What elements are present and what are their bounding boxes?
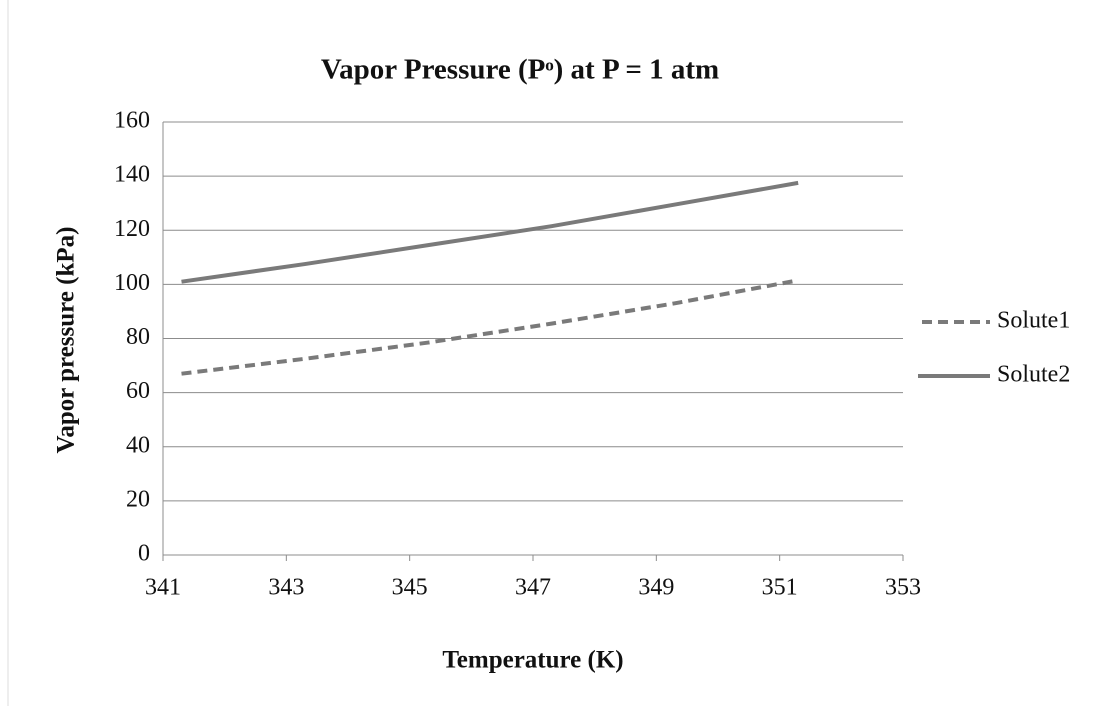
- x-tick-label: 343: [268, 575, 304, 601]
- chart-title: Vapor Pressure (Pᵒ) at P = 1 atm: [321, 54, 719, 86]
- y-tick-label: 140: [114, 162, 150, 188]
- x-tick-label: 353: [885, 575, 921, 601]
- x-tick-label: 347: [515, 575, 551, 601]
- y-tick-label: 80: [126, 324, 150, 350]
- series-line: [181, 180, 799, 284]
- y-tick-label: 0: [138, 541, 150, 567]
- x-axis-title: Temperature (K): [442, 647, 623, 674]
- y-tick-label: 160: [114, 108, 150, 134]
- series-line: [181, 278, 799, 376]
- y-tick-label: 100: [114, 270, 150, 296]
- x-tick-label: 351: [762, 575, 798, 601]
- x-tick-label: 349: [638, 575, 674, 601]
- y-tick-label: 20: [126, 486, 150, 512]
- legend-label: Solute1: [997, 308, 1070, 334]
- y-tick-label: 60: [126, 378, 150, 404]
- x-tick-label: 341: [145, 575, 181, 601]
- y-tick-label: 40: [126, 432, 150, 458]
- legend-label: Solute2: [997, 362, 1070, 388]
- x-tick-label: 345: [392, 575, 428, 601]
- y-tick-label: 120: [114, 216, 150, 242]
- y-axis-title: Vapor pressure (kPa): [53, 227, 80, 454]
